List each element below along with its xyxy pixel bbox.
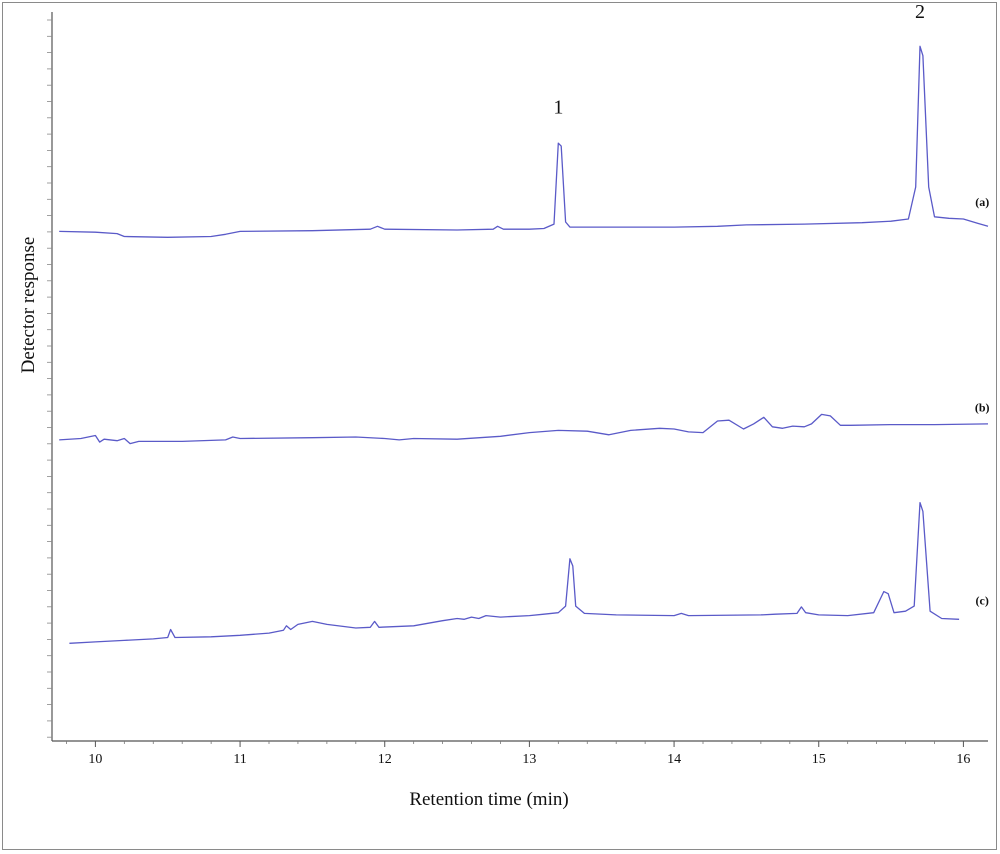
trace-label-b: (b) bbox=[975, 400, 990, 414]
x-tick-label: 16 bbox=[956, 752, 970, 767]
series-layer bbox=[59, 45, 989, 644]
peak-label-1: 1 bbox=[553, 96, 563, 118]
peak-label-2: 2 bbox=[915, 1, 925, 23]
annotation-labels: 1 2 (a) (b) (c) bbox=[553, 1, 989, 608]
series-line-a bbox=[59, 45, 989, 238]
x-tick-label: 10 bbox=[88, 752, 102, 767]
series-line-b bbox=[59, 413, 989, 445]
x-axis-title: Retention time (min) bbox=[409, 789, 568, 810]
x-tick-label: 15 bbox=[812, 752, 826, 767]
y-axis-minor-ticks bbox=[47, 19, 52, 738]
y-axis-title: Detector response bbox=[18, 237, 39, 374]
x-tick-label: 12 bbox=[378, 752, 392, 767]
x-tick-label: 14 bbox=[667, 752, 681, 767]
trace-label-c: (c) bbox=[976, 594, 989, 608]
x-tick-label: 11 bbox=[233, 752, 246, 767]
axes bbox=[51, 12, 988, 742]
trace-label-a: (a) bbox=[975, 195, 989, 209]
series-line-c bbox=[69, 501, 960, 644]
x-tick-label: 13 bbox=[522, 752, 536, 767]
x-axis-ticks: 10 11 12 13 14 15 16 bbox=[66, 741, 970, 767]
